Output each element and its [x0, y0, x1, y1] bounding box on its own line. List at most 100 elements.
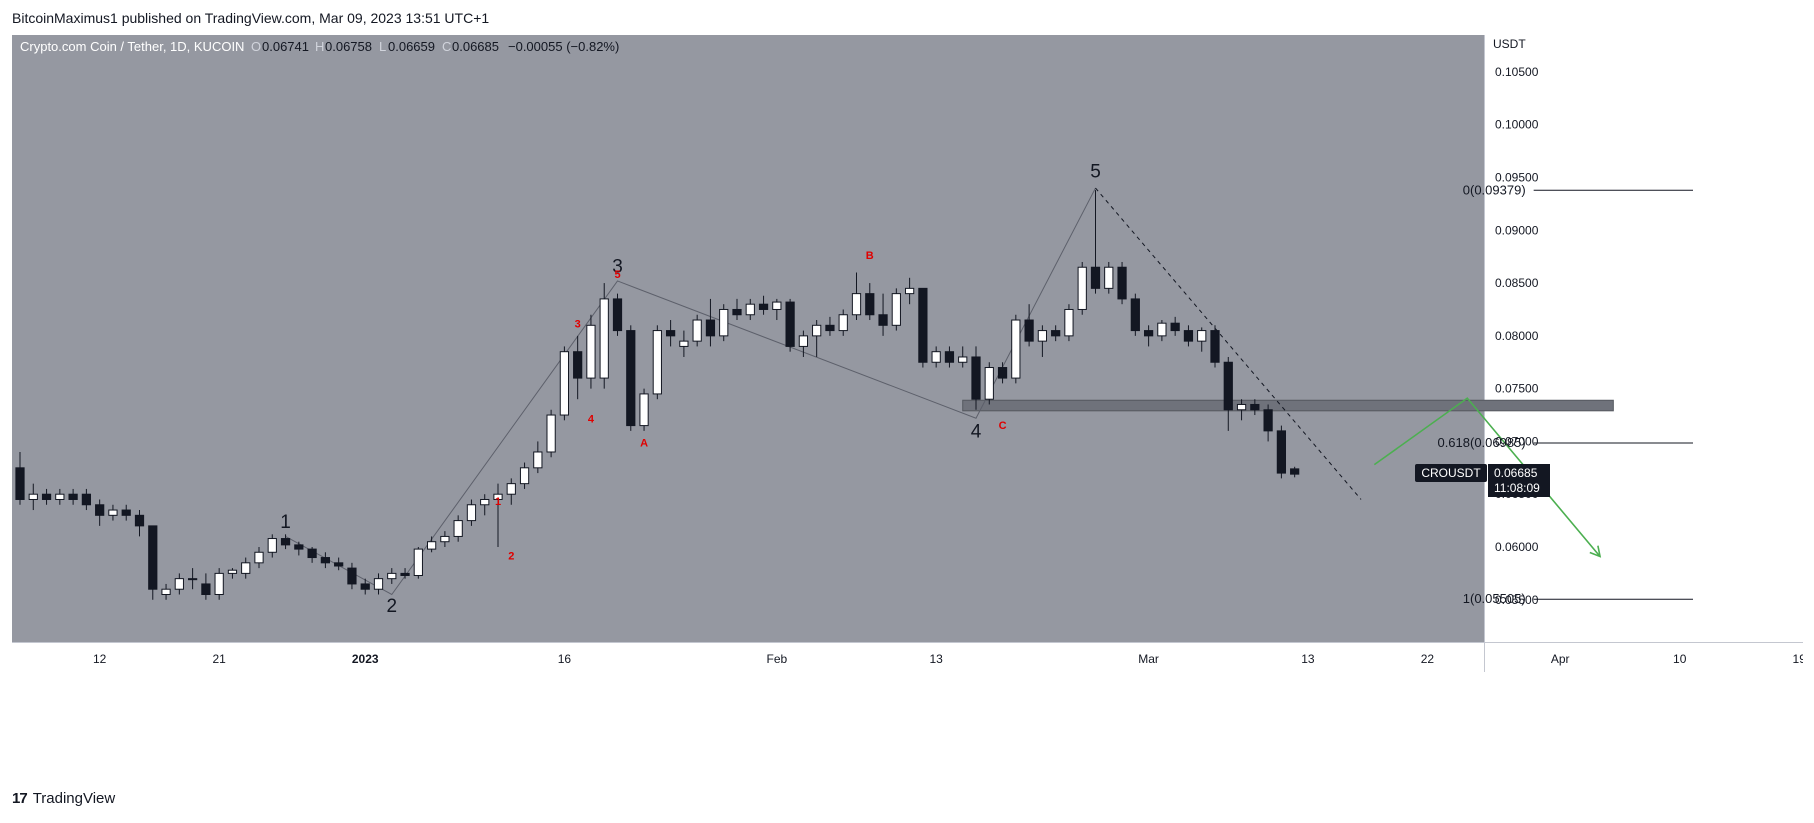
last-price-tag[interactable]: CROUSDT 0.06685 11:08:09	[1415, 464, 1550, 497]
time-tick-label: Apr	[1551, 652, 1570, 666]
tradingview-logo-icon: 17	[12, 790, 28, 807]
candle-up	[1157, 322, 1167, 337]
candle-down	[705, 319, 716, 337]
candle-down	[280, 538, 291, 546]
candle-up	[798, 335, 809, 347]
candle-down	[612, 298, 623, 332]
candle-down	[81, 493, 92, 506]
legend-high-label: H	[315, 39, 324, 54]
time-tick-label: Mar	[1138, 652, 1159, 666]
fib-level-label: 0.618(0.06985)	[1437, 435, 1525, 450]
candle-down	[865, 293, 875, 316]
legend-close-value: 0.06685	[452, 39, 499, 54]
sub-wave-label: A	[640, 438, 648, 450]
candle-up	[984, 367, 994, 400]
candle-up	[772, 301, 782, 310]
candle-down	[1130, 298, 1140, 332]
price-tag-bg	[1488, 464, 1550, 497]
ticker-tag-text: CROUSDT	[1421, 466, 1481, 480]
price-tick-label: 0.07500	[1495, 382, 1539, 396]
fib-level-label: 0(0.09379)	[1463, 182, 1526, 197]
candle-up	[1064, 308, 1074, 337]
wave-label-1: 1	[280, 512, 291, 533]
candle-down	[121, 509, 131, 516]
price-tick-label: 0.08500	[1495, 276, 1539, 290]
candle-down	[307, 548, 317, 559]
price-tick-label: 0.09500	[1495, 171, 1539, 185]
candle-up	[373, 578, 384, 590]
time-tick-label: 13	[929, 652, 943, 666]
candle-up	[241, 562, 251, 574]
candle-up	[267, 538, 277, 553]
projection-arrowhead	[1589, 545, 1602, 558]
candle-down	[732, 308, 742, 316]
sub-wave-label: 3	[575, 318, 581, 330]
candle-up	[838, 314, 848, 332]
tradingview-branding[interactable]: 17 TradingView	[12, 790, 115, 807]
legend-low-label: L	[379, 39, 386, 54]
candle-up	[639, 393, 649, 427]
wave-label-2: 2	[386, 596, 397, 617]
candle-up	[55, 493, 65, 500]
candle-up	[745, 303, 755, 316]
time-tick-label: 12	[93, 652, 107, 666]
candle-down	[1117, 266, 1127, 300]
price-tick-label: 0.06000	[1495, 540, 1539, 554]
candle-up	[586, 324, 596, 379]
candle-down	[334, 562, 344, 567]
price-tick-label: 0.08000	[1495, 329, 1539, 343]
legend-ohlc: O 0.06741 H 0.06758 L 0.06659 C 0.06685 …	[251, 39, 619, 54]
candle-down	[971, 356, 981, 400]
price-tick-label: 0.05500	[1495, 593, 1539, 607]
candle-down	[918, 287, 928, 363]
candle-up	[652, 330, 662, 395]
candle-down	[785, 301, 795, 347]
plot-area[interactable]	[12, 35, 1484, 642]
legend-low-value: 0.06659	[388, 39, 435, 54]
candle-down	[1276, 430, 1287, 474]
candle-up	[413, 548, 423, 576]
candle-down	[360, 583, 370, 590]
legend-open-label: O	[251, 39, 261, 54]
candle-down	[148, 525, 158, 590]
candle-down	[68, 493, 78, 500]
candle-up	[533, 451, 543, 469]
candle-up	[891, 293, 901, 326]
time-tick-label: 22	[1421, 652, 1435, 666]
candle-down	[320, 557, 331, 564]
candlestick-chart[interactable]: 0(0.09379)0.618(0.06985)1(0.05505) 12345…	[12, 35, 1803, 779]
candle-down	[944, 351, 955, 363]
time-tick-label: Feb	[766, 652, 787, 666]
candle-up	[958, 356, 968, 363]
sub-wave-label: 1	[495, 496, 501, 508]
time-tick-label: 13	[1301, 652, 1315, 666]
candle-up	[387, 572, 397, 580]
time-axis-area[interactable]	[12, 643, 1484, 672]
candle-down	[626, 330, 636, 427]
wave-label-4: 4	[971, 422, 982, 443]
legend-symbol: Crypto.com Coin / Tether, 1D, KUCOIN	[20, 39, 244, 54]
candle-up	[493, 493, 503, 500]
price-tick-label: 0.10000	[1495, 118, 1539, 132]
candle-up	[506, 483, 516, 495]
candle-down	[1143, 330, 1154, 337]
candle-up	[812, 324, 822, 337]
candle-up	[559, 351, 570, 416]
candle-down	[400, 572, 410, 576]
wave-label-3: 3	[612, 257, 623, 278]
candle-up	[599, 298, 609, 379]
sub-wave-label: 5	[614, 269, 620, 281]
candle-up	[1011, 319, 1021, 379]
candle-up	[174, 578, 184, 590]
candle-up	[679, 340, 689, 347]
candle-down	[41, 493, 52, 500]
candle-up	[546, 414, 556, 453]
candle-up	[254, 551, 264, 564]
sub-wave-label: B	[866, 250, 874, 262]
time-tick-label: 10	[1673, 652, 1687, 666]
candle-up	[1197, 330, 1207, 342]
price-axis-currency: USDT	[1493, 37, 1526, 51]
price-axis-area[interactable]	[1485, 35, 1803, 642]
legend-open-value: 0.06741	[262, 39, 309, 54]
